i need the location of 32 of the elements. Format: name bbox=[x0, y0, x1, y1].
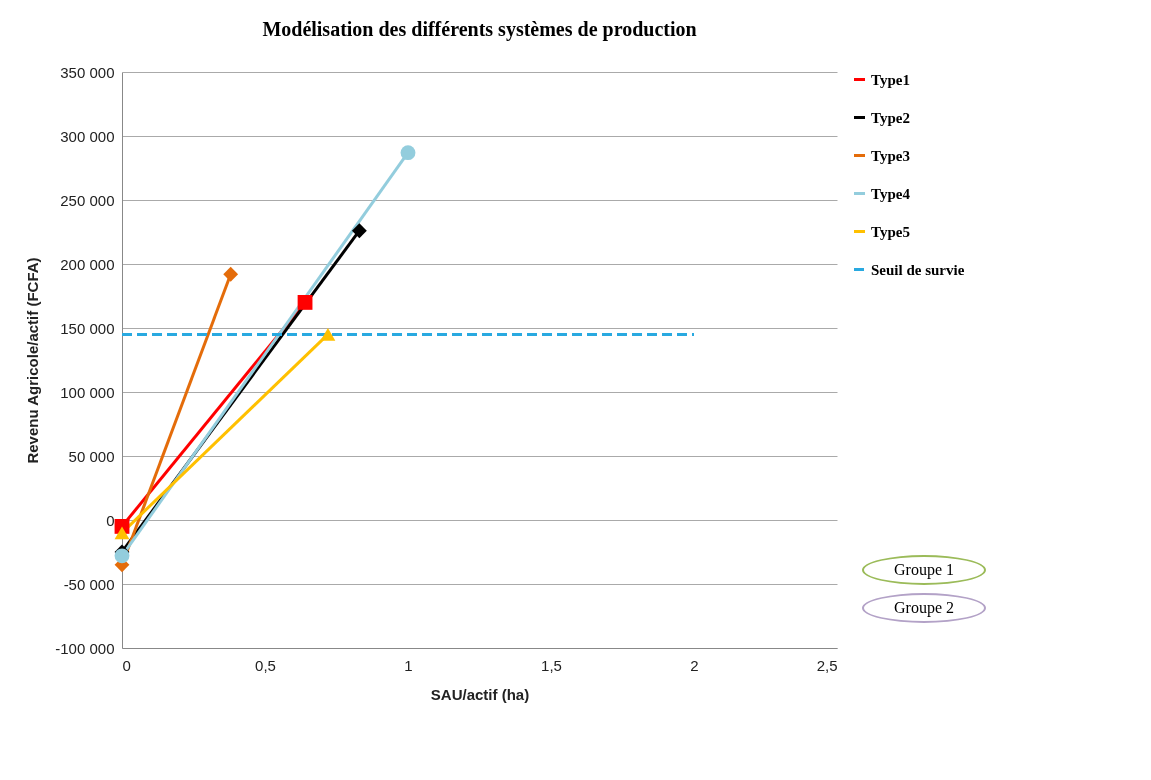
legend-label: Type4 bbox=[871, 185, 911, 202]
x-axis-title: SAU/actif (ha) bbox=[430, 685, 530, 703]
x-tick-label: 2,5 bbox=[816, 656, 838, 674]
point bbox=[223, 266, 239, 282]
legend-label: Type5 bbox=[871, 223, 910, 240]
y-tick-label: -50 000 bbox=[63, 575, 115, 593]
chart-title: Modélisation des différents systèmes de production bbox=[262, 18, 697, 41]
y-tick-label: 100 000 bbox=[60, 383, 115, 401]
legend-label: Type3 bbox=[871, 147, 910, 164]
x-tick-label: 1 bbox=[404, 656, 413, 674]
text: Groupe 2 bbox=[862, 593, 986, 623]
y-tick-label: 300 000 bbox=[60, 127, 115, 145]
y-tick-label: 50 000 bbox=[68, 447, 115, 465]
y-tick-label: 200 000 bbox=[60, 255, 115, 273]
legend-label: Seuil de survie bbox=[871, 261, 965, 278]
x-tick-label: 1,5 bbox=[541, 656, 562, 674]
x-tick-label: 0 bbox=[122, 656, 131, 674]
y-axis-title: Revenu Agricole/actif (FCFA) bbox=[24, 257, 42, 464]
point bbox=[297, 294, 313, 310]
y-tick-label: 150 000 bbox=[60, 319, 115, 337]
x-tick-label: 0,5 bbox=[255, 656, 276, 674]
y-tick-label: 350 000 bbox=[60, 63, 115, 81]
point bbox=[114, 548, 130, 564]
legend-label: Type2 bbox=[871, 109, 910, 126]
legend-label: Type1 bbox=[871, 71, 910, 88]
point bbox=[400, 145, 416, 161]
y-tick-label: -100 000 bbox=[55, 639, 115, 657]
x-tick-label: 2 bbox=[690, 656, 699, 674]
text: Groupe 1 bbox=[862, 555, 986, 585]
y-tick-label: 250 000 bbox=[60, 191, 115, 209]
point bbox=[351, 223, 367, 239]
y-tick-label: 0 bbox=[106, 511, 115, 529]
